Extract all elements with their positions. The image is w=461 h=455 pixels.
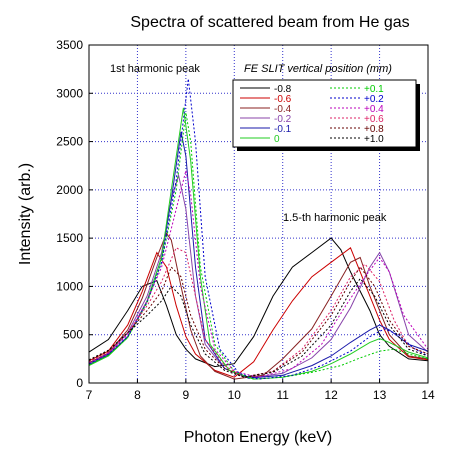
legend-label-3: -0.2 xyxy=(274,114,292,125)
annotation-1st-harmonic: 1st harmonic peak xyxy=(110,63,200,75)
legend-label-4: -0.1 xyxy=(274,124,292,135)
legend-label-0: -0.8 xyxy=(274,84,292,95)
y-tick-label: 500 xyxy=(63,328,83,342)
x-axis-label: Photon Energy (keV) xyxy=(184,429,333,446)
legend-label-7: +0.2 xyxy=(364,94,384,105)
y-tick-label: 3000 xyxy=(56,86,83,100)
series-line-4 xyxy=(88,131,429,379)
legend-label-8: +0.4 xyxy=(364,104,384,115)
x-tick-label: 9 xyxy=(183,388,190,402)
legend-label-2: -0.4 xyxy=(274,104,292,115)
legend: -0.8-0.6-0.4-0.2-0.10 +0.1+0.2+0.4+0.6+0.… xyxy=(232,79,420,151)
y-tick-label: 2500 xyxy=(56,135,83,149)
legend-label-5: 0 xyxy=(274,134,280,145)
series-layer xyxy=(88,78,429,380)
series-line-3 xyxy=(88,173,429,379)
y-tick-labels: 0 500 1000 1500 2000 2500 3000 3500 xyxy=(56,38,93,390)
y-axis-label: Intensity (arb.) xyxy=(17,163,34,265)
annotation-1.5th-harmonic: 1.5-th harmonic peak xyxy=(283,212,387,224)
x-tick-label: 13 xyxy=(373,388,387,402)
x-tick-label: 8 xyxy=(134,388,141,402)
legend-label-1: -0.6 xyxy=(274,94,292,105)
series-line-7 xyxy=(88,78,429,380)
x-tick-label: 11 xyxy=(276,388,289,402)
series-line-1 xyxy=(88,247,429,378)
series-line-10 xyxy=(88,266,429,378)
x-tick-label: 7 xyxy=(86,388,93,402)
x-tick-label: 12 xyxy=(324,388,338,402)
legend-title: FE SLIT vertical position (mm) xyxy=(244,63,392,75)
legend-label-6: +0.1 xyxy=(364,84,384,95)
x-tick-label: 14 xyxy=(421,388,435,402)
series-line-11 xyxy=(88,277,429,378)
legend-label-10: +0.8 xyxy=(364,124,384,135)
series-line-8 xyxy=(88,170,429,378)
y-tick-label: 1000 xyxy=(56,279,83,293)
series-line-6 xyxy=(88,112,429,380)
y-tick-label: 0 xyxy=(76,376,83,390)
plot-frame xyxy=(88,44,429,384)
x-tick-labels: 7 8 9 10 11 12 13 14 xyxy=(86,379,435,402)
y-tick-label: 2000 xyxy=(56,183,83,197)
legend-label-11: +1.0 xyxy=(364,134,384,145)
legend-label-9: +0.6 xyxy=(364,114,384,125)
series-line-2 xyxy=(88,232,429,380)
chart-title: Spectra of scattered beam from He gas xyxy=(130,14,409,31)
series-line-5 xyxy=(88,107,429,380)
y-tick-label: 3500 xyxy=(56,38,83,52)
y-tick-label: 1500 xyxy=(56,231,83,245)
legend-box xyxy=(232,79,417,148)
x-tick-label: 10 xyxy=(228,388,242,402)
series-line-9 xyxy=(88,247,429,378)
